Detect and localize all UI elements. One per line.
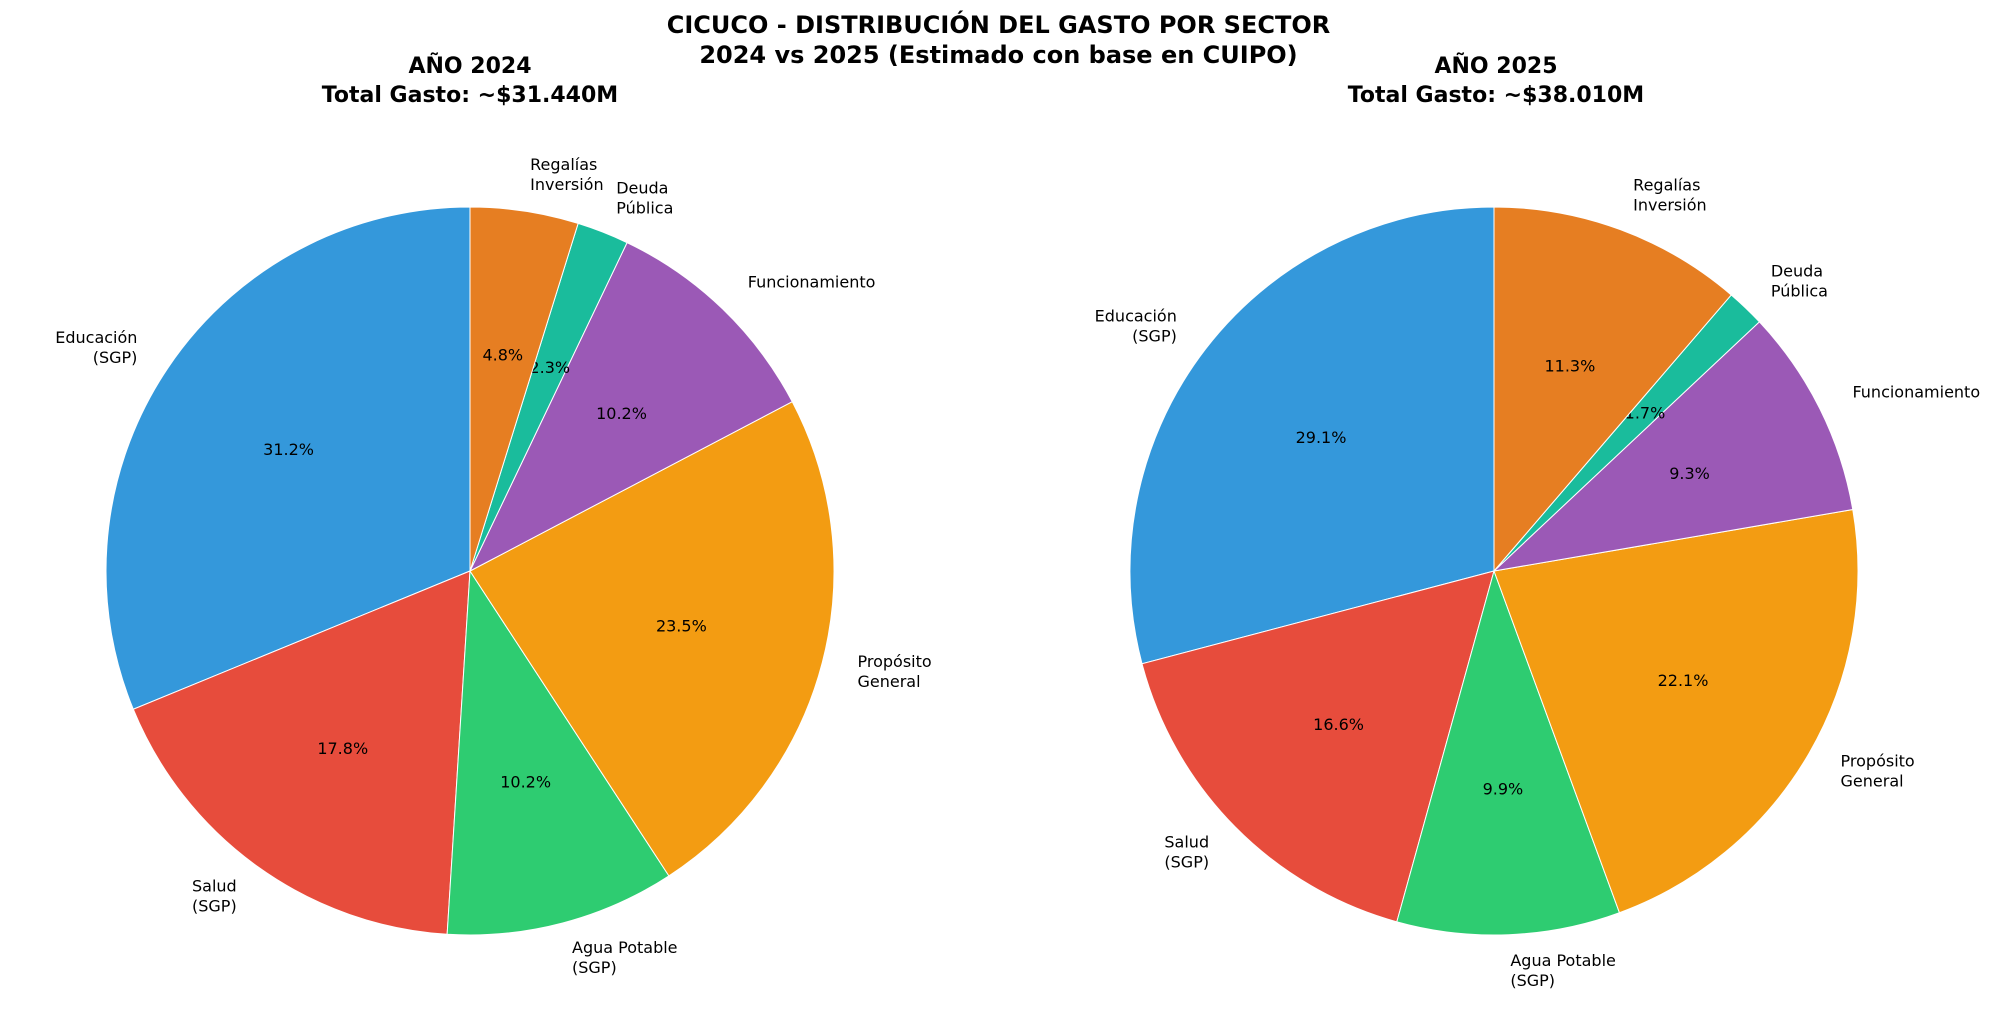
pct-label-2024-educacion-sgp: 31.2% [263,440,314,459]
category-label-2024-salud-sgp: Salud (SGP) [192,876,237,915]
pct-label-2024-regalias-inversion: 4.8% [482,346,523,365]
pct-label-2025-deuda-publica: 1.7% [1625,404,1666,423]
category-label-2025-agua-potable-sgp: Agua Potable (SGP) [1510,951,1616,990]
pct-label-2025-regalias-inversion: 11.3% [1544,357,1595,376]
category-label-line-2024-educacion-sgp-0: Educación [55,328,137,347]
figure-title-line1: CICUCO - DISTRIBUCIÓN DEL GASTO POR SECT… [666,11,1331,39]
category-label-2025-deuda-publica: Deuda Pública [1771,262,1828,301]
chart-2024-total: Total Gasto: ~$31.440M [321,83,619,108]
pie-slice-2024-educacion-sgp [105,206,471,710]
pie-slice-2025-salud-sgp [1141,570,1495,923]
chart-2024-year: AÑO 2024 [408,54,532,79]
pct-label-2025-funcionamiento: 9.3% [1669,464,1710,483]
category-label-line-2025-deuda-publica-1: Pública [1771,282,1828,301]
category-label-line-2025-agua-potable-sgp-0: Agua Potable [1510,951,1616,970]
category-label-line-2024-deuda-publica-0: Deuda [616,178,668,197]
category-label-line-2025-regalias-inversion-1: Inversión [1633,196,1706,215]
category-label-line-2025-salud-sgp-1: (SGP) [1164,852,1209,871]
chart-2025-total: Total Gasto: ~$38.010M [1347,83,1645,108]
category-label-line-2024-proposito-general-0: Propósito [858,652,932,671]
category-label-2024-regalias-inversion: Regalías Inversión [530,155,603,194]
category-label-line-2025-proposito-general-1: General [1841,772,1904,791]
category-label-line-2024-regalias-inversion-0: Regalías [530,155,597,174]
chart-2025-title: AÑO 2025 Total Gasto: ~$38.010M [1146,52,1846,110]
category-label-line-2024-agua-potable-sgp-0: Agua Potable [572,938,678,957]
category-label-2024-deuda-publica: Deuda Pública [616,178,673,217]
pct-label-2025-proposito-general: 22.1% [1658,671,1709,690]
pct-label-2025-agua-potable-sgp: 9.9% [1483,780,1524,799]
figure-title: CICUCO - DISTRIBUCIÓN DEL GASTO POR SECT… [0,10,1997,70]
category-label-line-2024-salud-sgp-0: Salud [192,876,237,895]
category-label-2024-educacion-sgp: Educación (SGP) [55,328,137,367]
pie-chart-2024: 31.2%Educación (SGP)17.8%Salud (SGP)10.2%A… [55,155,931,977]
pct-label-2024-deuda-publica: 2.3% [529,358,570,377]
category-label-line-2025-agua-potable-sgp-1: (SGP) [1510,971,1555,990]
pie-slice-2024-salud-sgp [132,570,471,935]
category-label-line-2025-salud-sgp-0: Salud [1164,832,1209,851]
pct-label-2025-salud-sgp: 16.6% [1313,715,1364,734]
category-label-line-2025-regalias-inversion-0: Regalías [1633,176,1700,195]
category-label-line-2024-regalias-inversion-1: Inversión [530,175,603,194]
category-label-2025-regalias-inversion: Regalías Inversión [1633,176,1706,215]
category-label-line-2025-proposito-general-0: Propósito [1841,752,1915,771]
pie-slice-2025-proposito-general [1493,508,1859,914]
category-label-line-2024-educacion-sgp-1: (SGP) [93,348,138,367]
category-label-2024-proposito-general: Propósito General [858,652,932,691]
category-label-line-2024-salud-sgp-1: (SGP) [192,896,237,915]
category-label-2024-funcionamiento: Funcionamiento [748,273,876,292]
category-label-line-2024-proposito-general-1: General [858,672,921,691]
category-label-line-2024-agua-potable-sgp-1: (SGP) [572,958,617,977]
pie-slice-2024-agua-potable-sgp [446,569,670,936]
pct-label-2024-salud-sgp: 17.8% [317,739,368,758]
category-label-2025-proposito-general: Propósito General [1841,752,1915,791]
category-label-line-2025-deuda-publica-0: Deuda [1771,262,1823,281]
pie-slice-2024-funcionamiento [468,241,793,573]
pct-label-2024-agua-potable-sgp: 10.2% [500,773,551,792]
chart-2024-title: AÑO 2024 Total Gasto: ~$31.440M [120,52,820,110]
category-label-line-2024-funcionamiento-0: Funcionamiento [748,273,876,292]
pie-slice-2024-regalias-inversion [469,206,579,572]
chart-2025-year: AÑO 2025 [1434,54,1558,79]
figure-title-line2: 2024 vs 2025 (Estimado con base en CUIPO… [699,41,1298,69]
category-label-line-2025-educacion-sgp-0: Educación [1095,307,1177,326]
category-label-line-2024-deuda-publica-1: Pública [616,198,673,217]
pct-label-2024-funcionamiento: 10.2% [596,404,647,423]
pie-slice-2025-regalias-inversion [1493,206,1732,573]
category-label-line-2025-educacion-sgp-1: (SGP) [1132,327,1177,346]
pie-chart-2025: 29.1%Educación (SGP)16.6%Salud (SGP)9.9%Ag… [1095,176,1980,990]
category-label-2025-salud-sgp: Salud (SGP) [1164,832,1209,871]
category-label-2024-agua-potable-sgp: Agua Potable (SGP) [572,938,678,977]
pct-label-2024-proposito-general: 23.5% [656,616,707,635]
category-label-2025-educacion-sgp: Educación (SGP) [1095,307,1177,346]
category-label-line-2025-funcionamiento-0: Funcionamiento [1852,383,1980,402]
pie-slice-2025-funcionamiento [1492,321,1854,572]
category-label-2025-funcionamiento: Funcionamiento [1852,383,1980,402]
pie-slice-2025-agua-potable-sgp [1396,569,1621,936]
pct-label-2025-educacion-sgp: 29.1% [1296,428,1347,447]
pie-slice-2024-proposito-general [469,401,835,877]
pie-slice-2025-educacion-sgp [1129,206,1495,665]
